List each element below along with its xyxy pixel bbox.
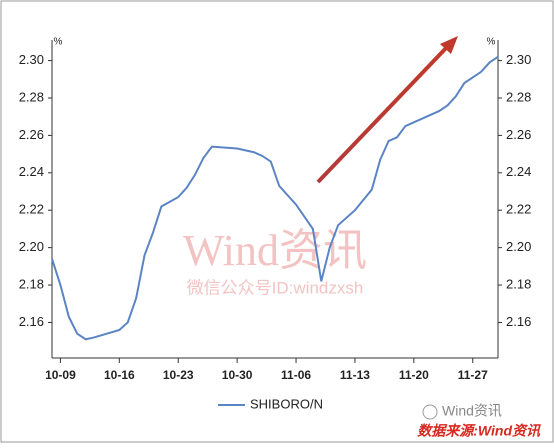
y-tick-label: 2.20 [506,239,531,254]
y-tick-label: 2.30 [506,52,531,67]
arrow-head [440,36,458,54]
y-tick-label: 2.16 [19,314,44,329]
y-tick-label: 2.24 [19,164,44,179]
y-tick-label: 2.30 [19,52,44,67]
x-tick-label: 10-30 [222,368,253,382]
source: 数据来源:Wind资讯 [417,423,541,439]
y2-unit: % [487,37,496,48]
y-tick-label: 2.28 [19,89,44,104]
y-tick-label: 2.16 [506,314,531,329]
y-unit: % [54,37,63,48]
x-tick-label: 10-09 [45,368,76,382]
logo-text: Wind资讯 [442,403,502,419]
y-tick-label: 2.18 [506,276,531,291]
watermark-sub: 微信公众号ID:windzxsh [187,278,364,297]
x-tick-label: 10-23 [163,368,194,382]
logo-icon [422,404,438,420]
y-tick-label: 2.26 [506,127,531,142]
x-tick-label: 11-27 [458,368,488,382]
y-tick-label: 2.20 [19,239,44,254]
y-tick-label: 2.28 [506,89,531,104]
watermark-main: Wind资讯 [183,226,367,275]
trend-arrow [316,44,450,184]
x-tick-label: 11-20 [399,368,429,382]
y-tick-label: 2.24 [506,164,531,179]
line-series [51,56,499,341]
x-tick-label: 11-06 [281,368,311,382]
x-tick-label: 10-16 [104,368,135,382]
legend-label: SHIBORO/N [250,396,323,411]
y-tick-label: 2.22 [19,202,44,217]
y-tick-label: 2.18 [19,276,44,291]
x-tick-label: 11-13 [340,368,370,382]
y-tick-label: 2.26 [19,127,44,142]
y-tick-label: 2.22 [506,202,531,217]
